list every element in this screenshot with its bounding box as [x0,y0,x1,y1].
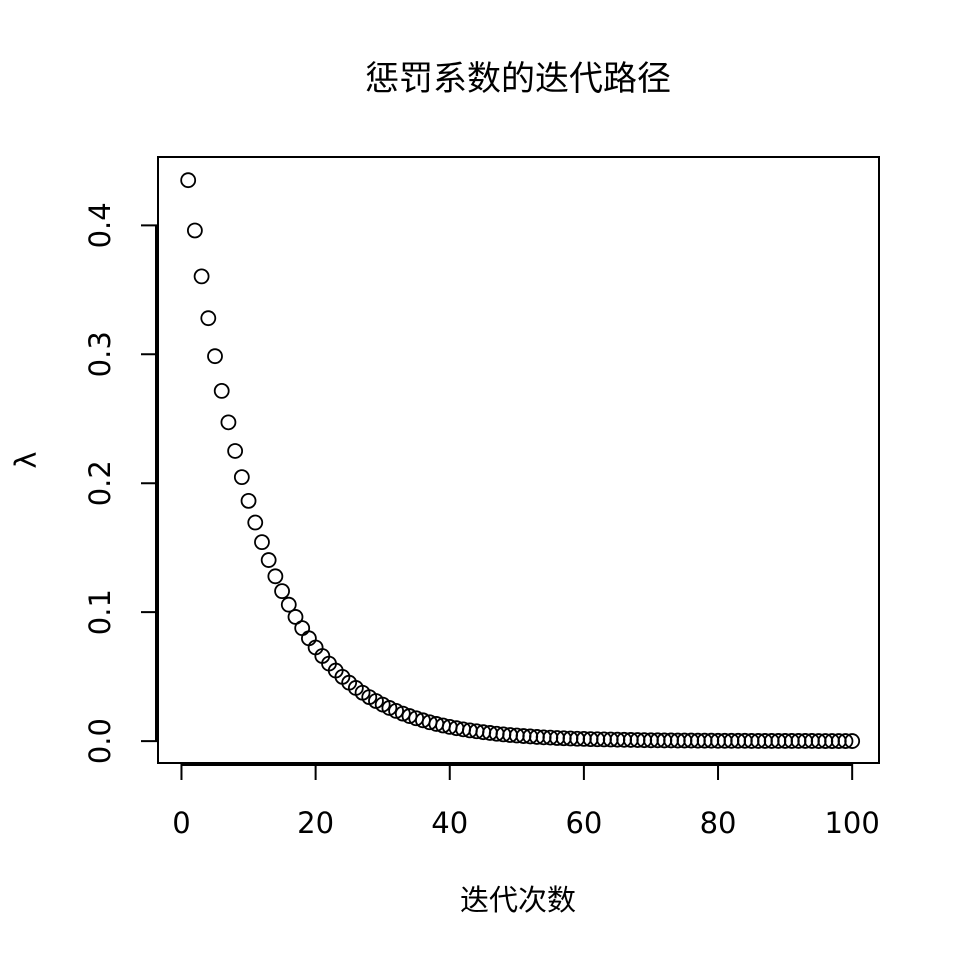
y-axis-label: λ [9,451,43,468]
data-point [200,310,217,327]
y-tick-label: 0.3 [83,331,117,377]
data-point [294,620,311,637]
x-axis-label: 迭代次数 [460,883,576,917]
y-tick-label: 0.0 [83,718,117,764]
data-point [301,630,317,647]
data-point [207,348,223,365]
x-tick-label: 60 [565,806,602,840]
x-tick-label: 100 [824,806,879,840]
data-point [287,609,304,625]
data-point [180,172,197,189]
chart-title: 惩罚系数的迭代路径 [365,59,671,99]
y-tick-label: 0.4 [83,202,117,248]
plot-frame [157,156,880,764]
data-point [394,705,411,722]
data-point [227,443,244,459]
data-point [186,222,203,239]
x-tick-label: 0 [172,806,190,840]
y-tick-label: 0.2 [83,460,117,506]
x-tick-label: 40 [431,806,468,840]
data-point [220,414,237,431]
data-point [254,534,270,551]
x-axis: 0 20 40 60 80 100 [172,763,880,840]
data-point [240,492,257,509]
data-point [388,703,404,719]
data-point [267,568,284,585]
x-tick-label: 20 [297,806,334,840]
data-point [844,733,861,749]
data-point [260,552,277,568]
data-points [180,172,861,749]
data-point [280,596,297,613]
data-point [274,583,290,600]
data-point [233,469,250,486]
x-tick-label: 80 [700,806,737,840]
y-tick-label: 0.1 [83,589,117,635]
data-point [837,733,854,749]
y-axis: 0.0 0.1 0.2 0.3 0.4 [83,202,158,764]
data-point [193,268,210,285]
data-point [247,514,264,531]
data-point [213,382,230,399]
